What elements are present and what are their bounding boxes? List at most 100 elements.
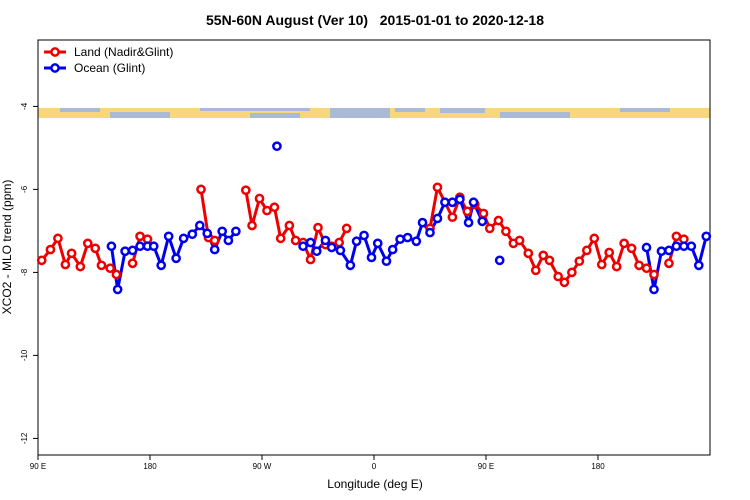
data-point bbox=[111, 269, 122, 280]
data-point bbox=[209, 235, 220, 246]
data-point bbox=[335, 245, 346, 256]
data-point bbox=[320, 235, 331, 246]
data-point bbox=[135, 241, 145, 252]
data-point bbox=[372, 238, 383, 249]
data-point bbox=[664, 258, 674, 269]
data-point bbox=[53, 233, 63, 244]
data-point bbox=[381, 256, 392, 267]
legend-marker bbox=[50, 63, 60, 73]
x-tick-label: 90 W bbox=[253, 462, 272, 471]
data-point bbox=[66, 248, 77, 259]
data-point bbox=[468, 197, 479, 208]
data-point bbox=[462, 206, 473, 217]
data-point bbox=[247, 220, 257, 231]
chart-title: 55N-60N August (Ver 10) 2015-01-01 to 20… bbox=[206, 12, 544, 28]
data-point bbox=[559, 277, 570, 288]
data-point bbox=[514, 235, 525, 246]
data-point bbox=[589, 233, 600, 244]
data-point bbox=[641, 263, 652, 274]
data-point bbox=[275, 233, 286, 244]
data-point bbox=[202, 228, 213, 239]
data-point bbox=[112, 284, 123, 295]
data-point bbox=[60, 259, 71, 270]
data-point bbox=[417, 217, 428, 228]
x-tick-label: 0 bbox=[372, 462, 377, 471]
data-point bbox=[284, 220, 295, 231]
map-strip bbox=[38, 108, 710, 118]
data-point bbox=[341, 223, 352, 234]
x-tick-label: 180 bbox=[591, 462, 605, 471]
data-point bbox=[671, 231, 682, 242]
data-point bbox=[538, 250, 549, 261]
x-tick-label: 180 bbox=[143, 462, 157, 471]
data-point bbox=[254, 193, 265, 204]
data-point bbox=[494, 255, 505, 266]
data-point bbox=[679, 241, 689, 252]
data-point bbox=[334, 237, 345, 248]
data-point bbox=[664, 245, 674, 256]
data-point bbox=[96, 260, 107, 271]
data-point bbox=[223, 235, 234, 246]
data-point bbox=[187, 229, 198, 240]
data-point bbox=[163, 231, 174, 242]
data-point bbox=[359, 230, 369, 241]
data-point bbox=[701, 231, 712, 242]
data-point bbox=[641, 242, 652, 253]
data-point bbox=[262, 205, 272, 216]
x-tick-label: 90 E bbox=[30, 462, 46, 471]
data-point bbox=[311, 246, 322, 257]
data-point bbox=[171, 253, 181, 264]
data-point bbox=[127, 258, 138, 269]
data-point bbox=[656, 246, 667, 257]
data-point bbox=[313, 222, 323, 233]
data-point bbox=[581, 245, 592, 256]
data-point bbox=[75, 261, 86, 272]
data-point bbox=[305, 254, 316, 265]
data-point bbox=[574, 256, 585, 267]
data-point bbox=[596, 259, 607, 270]
data-point bbox=[231, 226, 241, 237]
y-tick-label: -10 bbox=[20, 349, 29, 361]
data-point bbox=[148, 241, 159, 252]
y-axis-label: XCO2 - MLO trend (ppm) bbox=[0, 180, 14, 315]
data-point bbox=[544, 255, 555, 266]
x-axis-label: Longitude (deg E) bbox=[327, 477, 422, 491]
data-point bbox=[440, 197, 450, 208]
data-point bbox=[686, 241, 697, 252]
data-point bbox=[432, 213, 443, 224]
data-point bbox=[523, 248, 534, 259]
data-point bbox=[305, 237, 316, 248]
data-point bbox=[105, 263, 116, 274]
data-point bbox=[455, 194, 465, 205]
data-point bbox=[553, 271, 564, 282]
y-tick-label: -4 bbox=[20, 102, 29, 110]
data-point bbox=[272, 141, 282, 152]
data-point bbox=[351, 236, 362, 247]
data-point bbox=[501, 226, 511, 237]
data-point bbox=[619, 238, 629, 249]
data-point bbox=[387, 244, 398, 255]
data-point bbox=[484, 223, 495, 234]
data-point bbox=[604, 247, 615, 258]
y-tick-label: -12 bbox=[20, 432, 29, 444]
data-point bbox=[447, 197, 458, 208]
data-point bbox=[530, 265, 541, 276]
data-point bbox=[649, 284, 659, 295]
data-point bbox=[463, 217, 474, 228]
data-point bbox=[626, 243, 637, 254]
data-point bbox=[425, 227, 435, 238]
data-point bbox=[326, 242, 337, 253]
data-point bbox=[693, 260, 704, 271]
data-point bbox=[649, 269, 659, 280]
data-point bbox=[106, 241, 117, 252]
data-point bbox=[82, 238, 93, 249]
data-point bbox=[127, 245, 138, 256]
data-point bbox=[269, 202, 280, 213]
data-point bbox=[402, 232, 413, 243]
data-point bbox=[395, 234, 405, 245]
data-point bbox=[567, 267, 577, 278]
data-point bbox=[178, 233, 189, 244]
data-point bbox=[45, 244, 56, 255]
x-tick-label: 90 E bbox=[478, 462, 494, 471]
